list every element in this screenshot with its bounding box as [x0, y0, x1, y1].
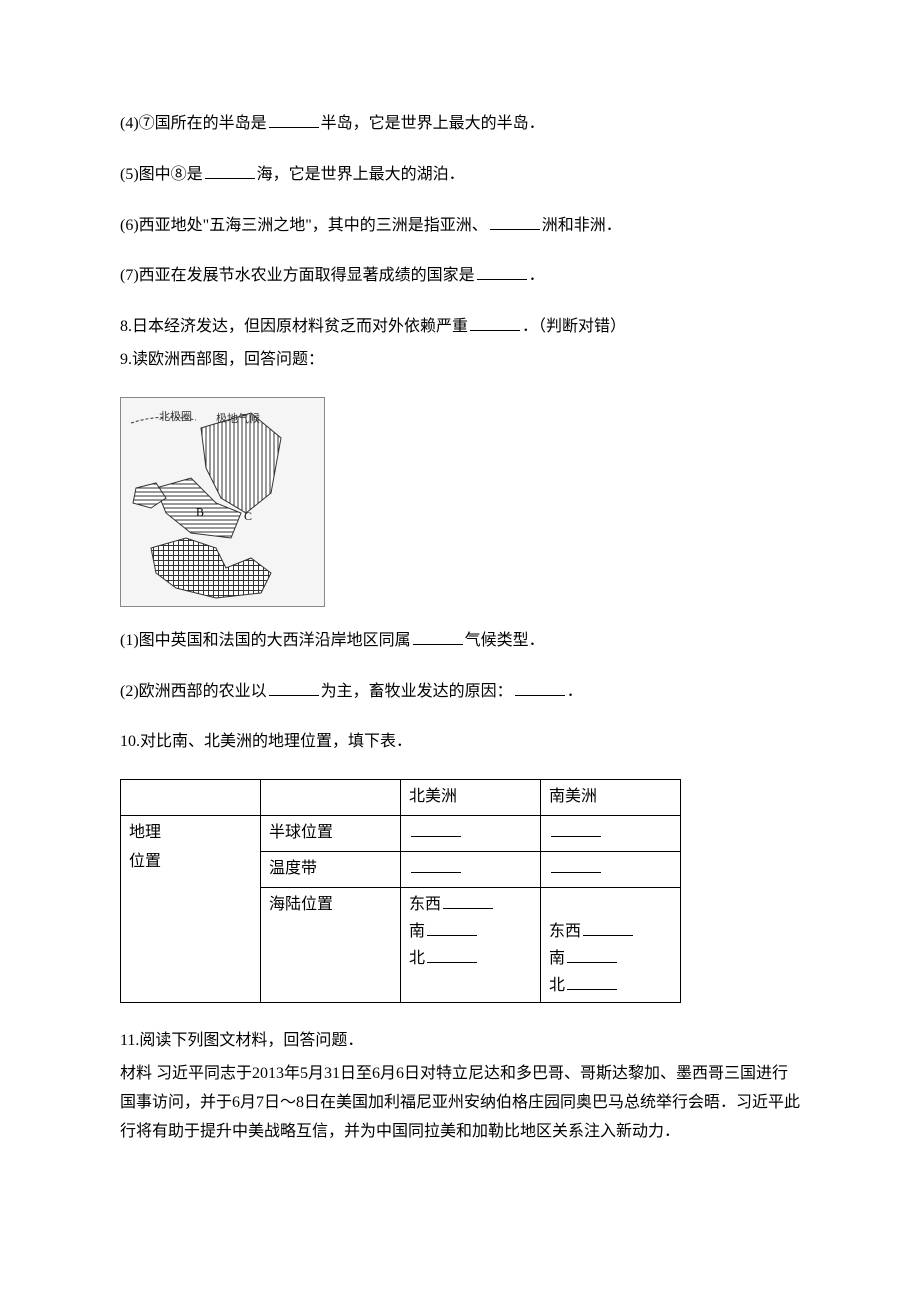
question-9-title: 9.读欧洲西部图，回答问题：: [120, 346, 800, 375]
question-9-sub1: (1)图中英国和法国的大西洋沿岸地区同属 气候类型．: [120, 627, 800, 656]
q5-prefix: (5)图中⑧是: [120, 166, 203, 183]
question-11-body: 材料 习近平同志于2013年5月31日至6月6日对特立尼达和多巴哥、哥斯达黎加、…: [120, 1060, 800, 1146]
q7-blank[interactable]: [477, 264, 527, 280]
q5-suffix: 海，它是世界上最大的湖泊．: [257, 166, 465, 183]
q8-prefix: 8.日本经济发达，但因原材料贫乏而对外依赖严重: [120, 318, 468, 335]
q9-sub2-blank2[interactable]: [515, 680, 565, 696]
q6-prefix: (6)西亚地处"五海三洲之地"，其中的三洲是指亚洲、: [120, 217, 488, 234]
map-label-polar: 极地气候: [216, 410, 260, 430]
table-cell-empty: [121, 780, 261, 816]
sa-south-blank[interactable]: [567, 947, 617, 963]
sa-ew-blank[interactable]: [583, 920, 633, 936]
q9-sub2-blank1[interactable]: [269, 680, 319, 696]
south-label: 南: [409, 923, 425, 940]
sa-north-blank[interactable]: [567, 974, 617, 990]
table-cell-blank: [401, 851, 541, 887]
q9-sub2-suffix: ．: [567, 683, 583, 700]
table-cell-empty: [261, 780, 401, 816]
table-cell-geo: 地理位置: [121, 815, 261, 1002]
q6-suffix: 洲和非洲．: [542, 217, 622, 234]
question-11-title: 11.阅读下列图文材料，回答问题．: [120, 1027, 800, 1056]
question-5: (5)图中⑧是 海，它是世界上最大的湖泊．: [120, 161, 800, 190]
q4-prefix: (4)⑦国所在的半岛是: [120, 115, 267, 132]
question-8: 8.日本经济发达，但因原材料贫乏而对外依赖严重 ．（判断对错）: [120, 313, 800, 342]
table-cell-blank: [541, 851, 681, 887]
q4-blank[interactable]: [269, 112, 319, 128]
question-6: (6)西亚地处"五海三洲之地"，其中的三洲是指亚洲、 洲和非洲．: [120, 212, 800, 241]
table-cell-tempzone: 温度带: [261, 851, 401, 887]
table-cell-na-sealand: 东西 南 北: [401, 887, 541, 1003]
na-ew-blank[interactable]: [443, 893, 493, 909]
question-10-title: 10.对比南、北美洲的地理位置，填下表．: [120, 728, 800, 757]
ew-label: 东西: [409, 896, 441, 913]
table-cell-blank: [401, 815, 541, 851]
ew-label: 东西: [549, 923, 581, 940]
na-north-blank[interactable]: [427, 947, 477, 963]
q7-suffix: ．: [529, 267, 545, 284]
table-header-sa: 南美洲: [541, 780, 681, 816]
table-row: 北美洲 南美洲: [121, 780, 681, 816]
na-south-blank[interactable]: [427, 920, 477, 936]
q9-sub2-mid: 为主，畜牧业发达的原因：: [321, 683, 513, 700]
q8-blank[interactable]: [470, 315, 520, 331]
table-cell-sa-sealand: 东西 南 北: [541, 887, 681, 1003]
south-label: 南: [549, 950, 565, 967]
north-label: 北: [549, 977, 565, 994]
q4-suffix: 半岛，它是世界上最大的半岛．: [321, 115, 545, 132]
na-hemisphere-blank[interactable]: [411, 821, 461, 837]
q7-prefix: (7)西亚在发展节水农业方面取得显著成绩的国家是: [120, 267, 475, 284]
sa-tempzone-blank[interactable]: [551, 857, 601, 873]
q5-blank[interactable]: [205, 163, 255, 179]
table-cell-hemisphere: 半球位置: [261, 815, 401, 851]
table-header-na: 北美洲: [401, 780, 541, 816]
table-cell-blank: [541, 815, 681, 851]
geo-label-l1: 地理: [129, 824, 161, 841]
question-9-sub2: (2)欧洲西部的农业以 为主，畜牧业发达的原因： ．: [120, 678, 800, 707]
na-tempzone-blank[interactable]: [411, 857, 461, 873]
comparison-table: 北美洲 南美洲 地理位置 半球位置 温度带 海陆位置 东西 南 北 东西 南 北: [120, 779, 681, 1003]
table-cell-sealand: 海陆位置: [261, 887, 401, 1003]
question-7: (7)西亚在发展节水农业方面取得显著成绩的国家是 ．: [120, 262, 800, 291]
europe-map-figure: B C 北极圈 极地气候: [120, 397, 325, 607]
q6-blank[interactable]: [490, 214, 540, 230]
map-label-arctic: 北极圈: [159, 408, 192, 428]
q9-sub1-blank[interactable]: [413, 629, 463, 645]
svg-text:C: C: [244, 509, 252, 523]
q9-sub1-prefix: (1)图中英国和法国的大西洋沿岸地区同属: [120, 632, 411, 649]
q8-suffix: ．（判断对错）: [522, 318, 626, 335]
svg-text:B: B: [196, 505, 204, 519]
north-label: 北: [409, 950, 425, 967]
q9-sub1-suffix: 气候类型．: [465, 632, 545, 649]
question-4: (4)⑦国所在的半岛是 半岛，它是世界上最大的半岛．: [120, 110, 800, 139]
geo-label-l2: 位置: [129, 853, 161, 870]
sa-hemisphere-blank[interactable]: [551, 821, 601, 837]
q9-sub2-prefix: (2)欧洲西部的农业以: [120, 683, 267, 700]
table-row: 地理位置 半球位置: [121, 815, 681, 851]
